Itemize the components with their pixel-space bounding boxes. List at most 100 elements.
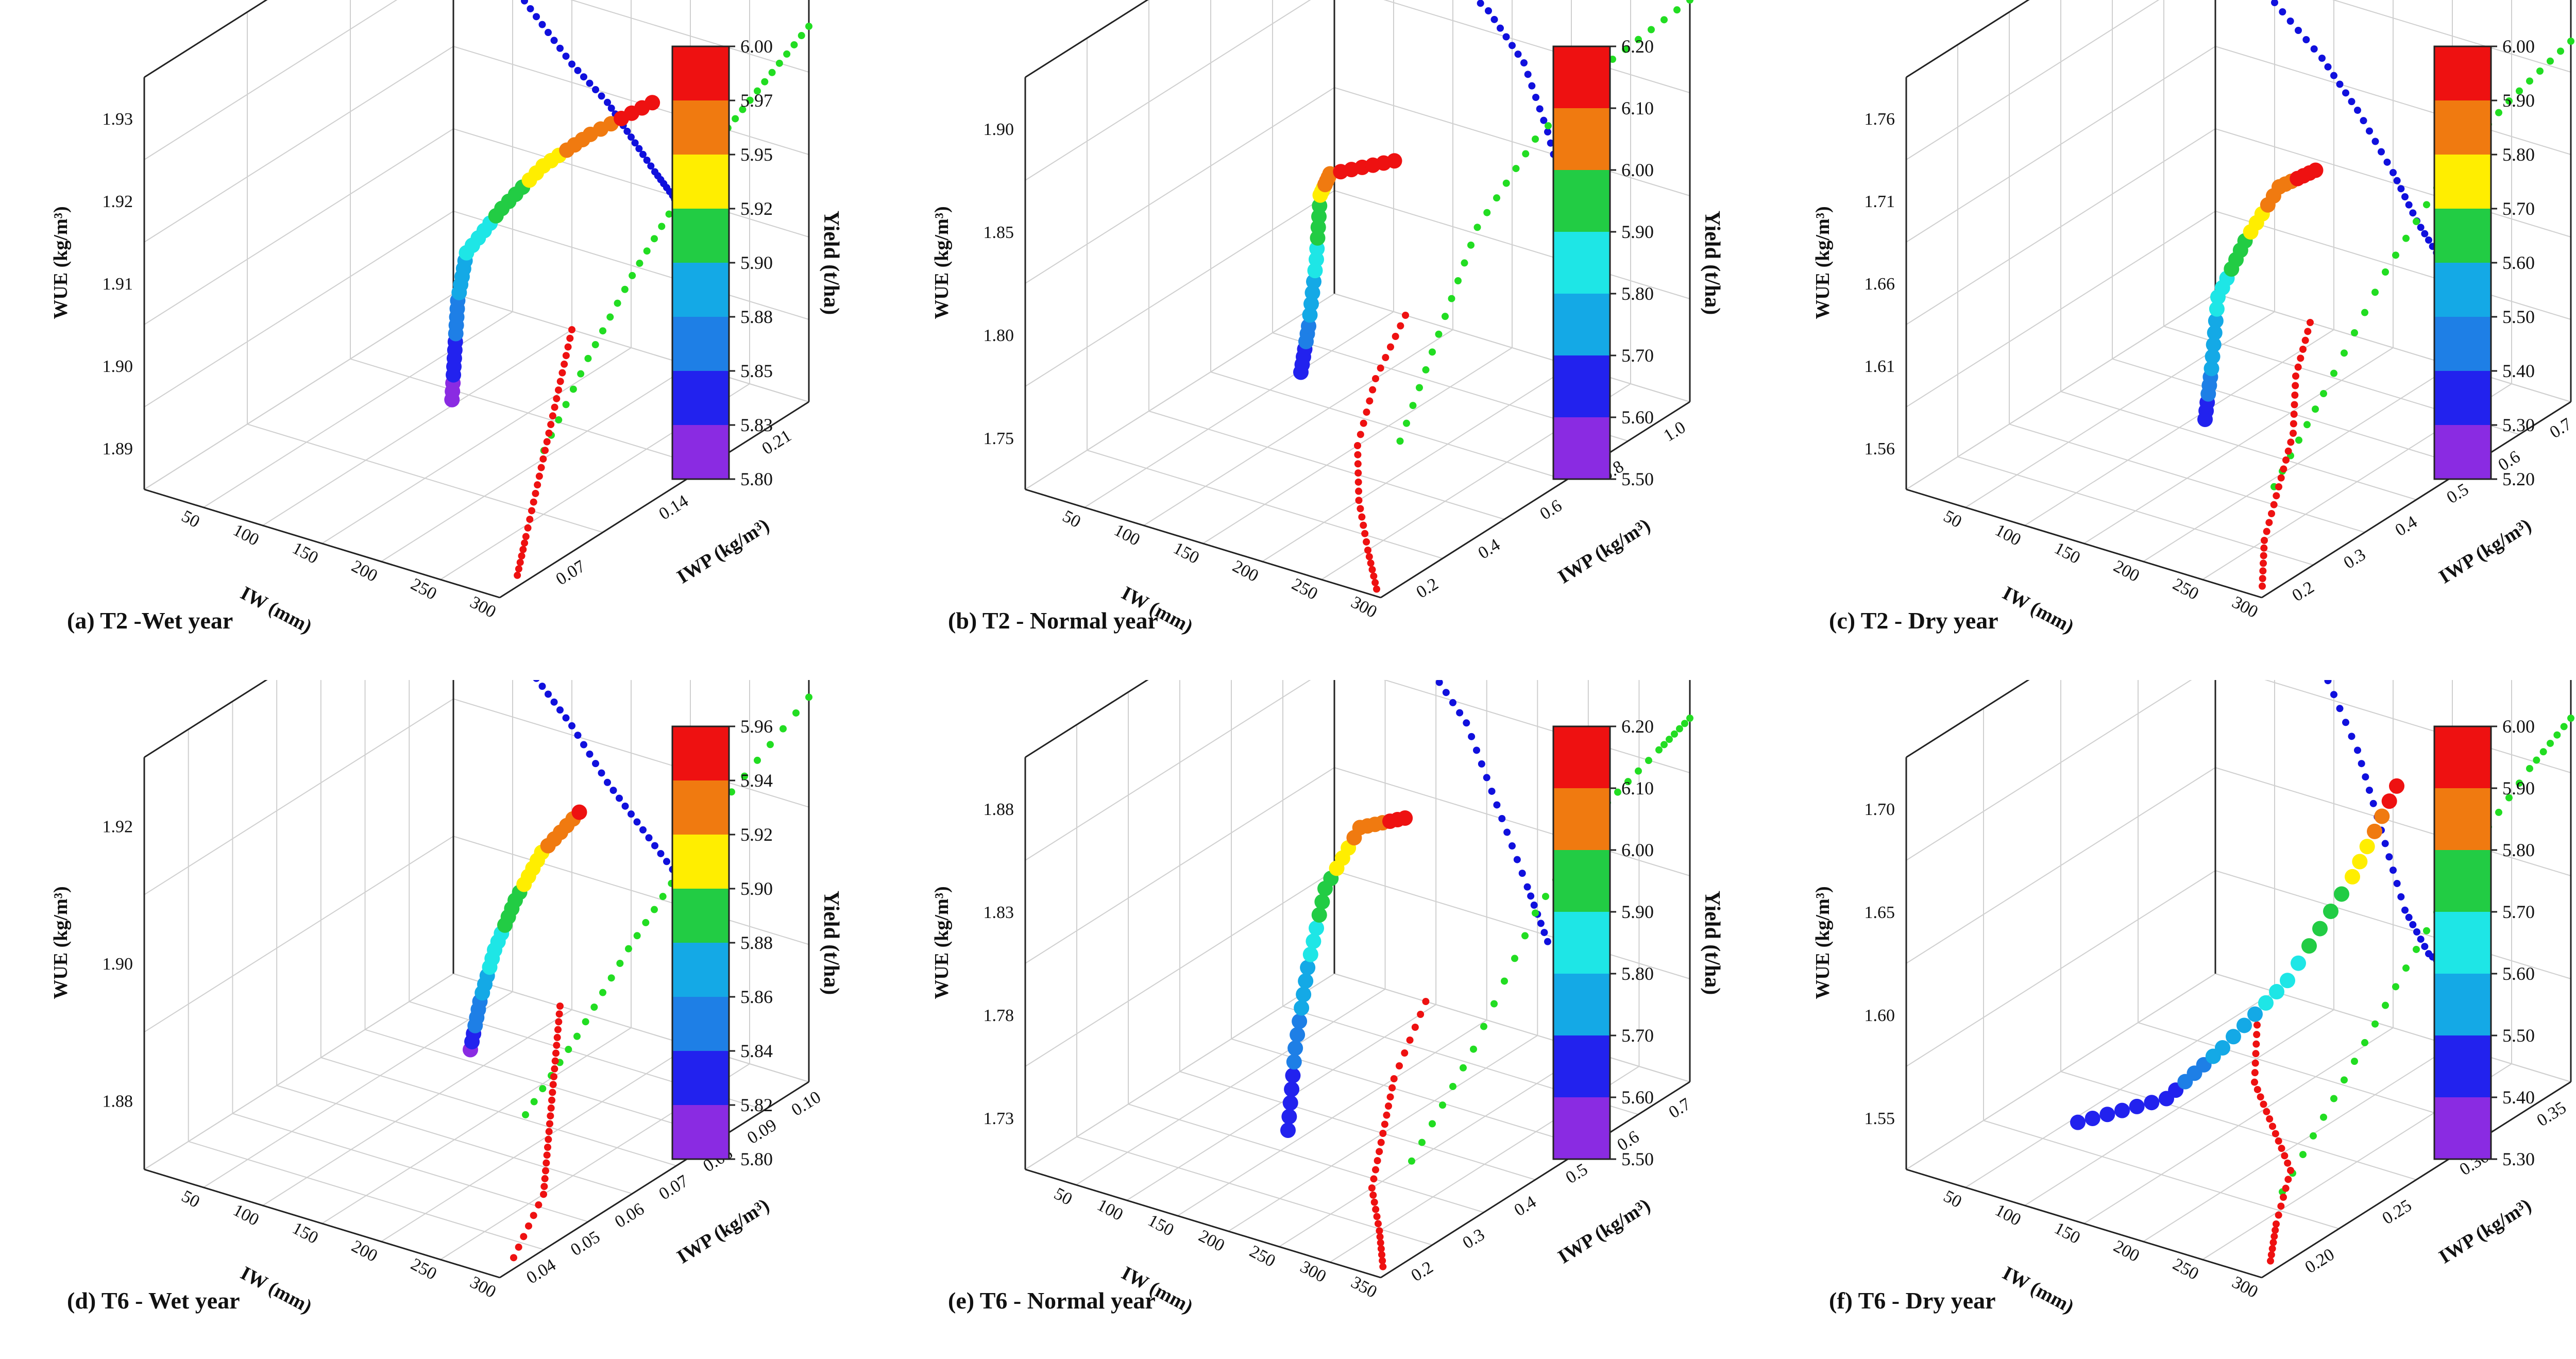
data-point-3d [1296,987,1312,1003]
grid-line [188,1141,545,1250]
x-tick-label: 200 [2110,556,2142,586]
data-point-green [2392,251,2399,259]
colorbar-tick-label: 5.92 [740,824,773,845]
colorbar-band [1553,170,1610,232]
z-tick-label: 1.71 [1865,192,1895,211]
grid-line [1957,456,2314,566]
data-point-red [556,378,564,385]
data-point-blue [545,29,552,37]
y-tick-label: 0.2 [2289,577,2318,605]
data-point-green [1671,730,1678,738]
data-point-green [2361,1039,2368,1046]
data-point-green [1635,767,1642,775]
data-point-red [1411,1024,1419,1031]
colorbar-tick-label: 5.90 [740,252,773,273]
data-point-blue [550,698,558,706]
data-point-blue [628,133,635,141]
data-point-red [1376,1148,1383,1156]
grid-line [1179,1071,1536,1180]
data-point-3d [2204,361,2219,377]
grid-line [262,1009,572,1206]
data-point-red [564,343,572,351]
data-point-3d [1311,907,1327,923]
data-point-blue [2336,80,2344,88]
colorbar-frame [1552,725,1611,1160]
colorbar-band [1553,108,1610,171]
data-point-green [783,50,791,58]
data-point-green [1542,893,1549,901]
data-point-green [1624,778,1632,786]
data-point-blue [2405,913,2413,921]
data-point-red [1364,547,1371,554]
data-point-green [614,299,621,307]
data-point-red [1387,343,1394,351]
data-point-red [545,1135,552,1143]
data-point-red [2270,501,2278,508]
data-point-blue [1477,0,1484,7]
grid-line [144,973,454,1170]
data-point-red [530,498,537,506]
data-point-3d [2352,854,2368,870]
data-point-green [761,78,769,86]
colorbar-band [2434,46,2491,101]
data-point-green [606,313,614,321]
colorbar-tick-label: 5.30 [2502,1149,2535,1169]
data-point-green [754,87,761,95]
colorbar-tick-label: 5.20 [2502,469,2535,489]
data-point-red [548,1096,555,1104]
colorbar-band [1553,974,1610,1036]
data-point-blue [2366,127,2373,135]
data-point-green [1686,0,1693,4]
data-point-red [1369,386,1377,394]
data-point-green [2310,1132,2317,1140]
grid-line [1025,293,1335,490]
grid-line [321,347,632,544]
data-point-green [1676,725,1683,733]
data-point-green [2539,748,2547,756]
data-point-blue [1463,719,1470,727]
y-axis-title: IWP (kg/m³) [2435,514,2535,588]
data-point-green [2402,964,2410,972]
y-tick-label: 0.5 [1563,1160,1591,1187]
data-point-blue [1532,94,1539,101]
colorbar-band [2434,1097,2491,1160]
y-tick-label: 0.6 [1537,496,1566,524]
grid-line [453,973,809,1082]
data-point-blue [598,769,605,777]
z-tick-label: 1.88 [103,1092,133,1111]
data-point-blue [562,714,570,722]
grid-line [1025,190,1335,387]
data-point-blue [1540,116,1548,124]
grid-line [453,293,809,402]
colorbar-band [672,997,729,1051]
colorbar-tick-label: 5.95 [740,144,773,165]
data-point-green [754,756,761,764]
data-point-red [1371,579,1379,586]
data-point-red [545,1128,553,1135]
data-point-red [2251,1059,2259,1067]
data-point-blue [604,778,611,786]
data-point-3d [2247,1006,2263,1022]
data-point-green [658,223,666,230]
data-point-blue [2271,0,2278,6]
data-point-green [739,106,747,113]
data-point-green [1435,330,1443,338]
data-point-red [2265,519,2273,526]
data-point-red [2268,510,2275,517]
data-point-3d [1284,1081,1300,1097]
data-point-blue [2371,138,2379,145]
data-point-3d [2215,1040,2230,1056]
data-point-blue [2302,36,2310,43]
data-point-green [2330,369,2337,377]
data-point-3d [2308,162,2324,178]
grid-line [144,836,454,1033]
axis-edge [144,1168,500,1279]
data-point-blue [556,706,564,714]
panel-caption: (f) T6 - Dry year [1829,1287,1996,1314]
data-point-green [2320,1113,2327,1121]
grid-line [1087,450,1443,559]
data-point-green [651,235,658,243]
data-point-green [569,385,577,393]
data-point-green [2567,38,2574,45]
colorbar-tick-label: 5.90 [1621,222,1654,242]
